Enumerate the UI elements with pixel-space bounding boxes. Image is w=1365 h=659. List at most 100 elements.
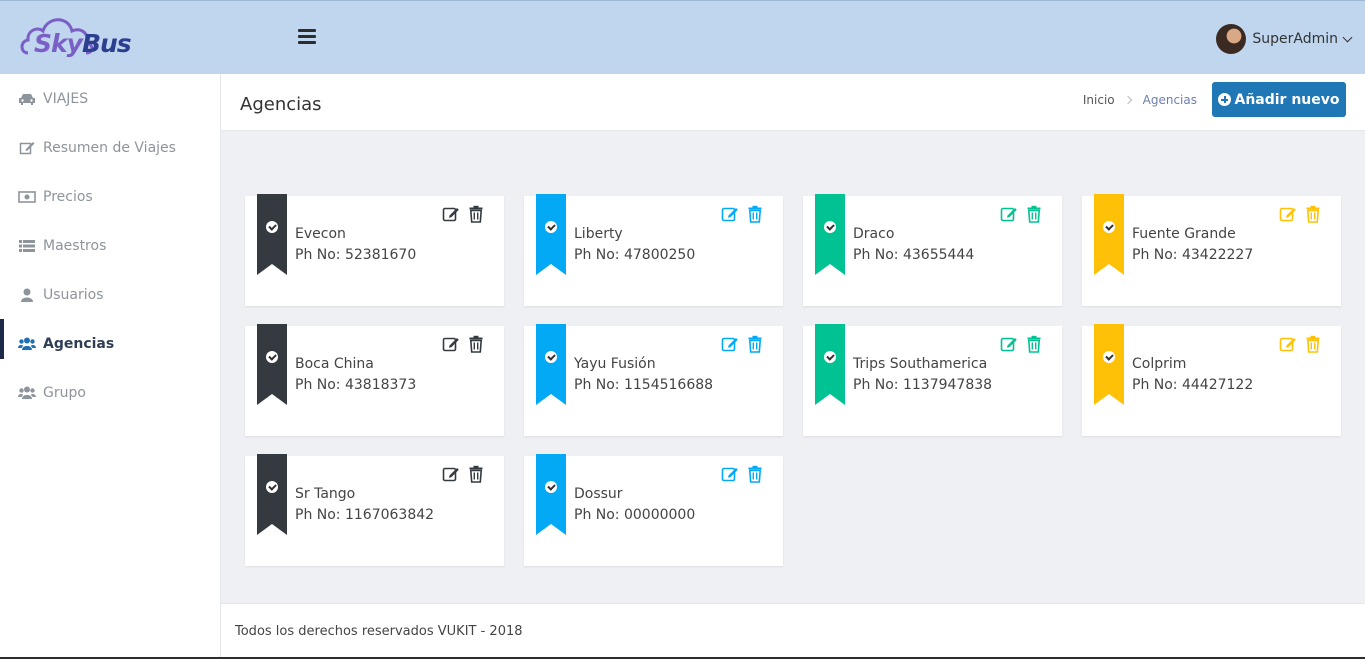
card-actions (1279, 335, 1329, 353)
chevron-down-icon (1342, 32, 1353, 42)
cloud-logo-icon (20, 18, 94, 55)
sidebar: VIAJES Resumen de Viajes Precios Maestro… (0, 74, 221, 659)
trash-icon[interactable] (467, 205, 485, 223)
add-new-label: Añadir nuevo (1234, 91, 1340, 108)
trash-icon[interactable] (746, 465, 764, 483)
edit-icon[interactable] (442, 205, 460, 223)
agency-phone: Ph No: 1167063842 (295, 507, 435, 523)
trash-icon[interactable] (746, 335, 764, 353)
check-circle-icon (266, 351, 278, 363)
agency-name: Fuente Grande (1132, 226, 1236, 242)
footer-text: Todos los derechos reservados VUKIT - 20… (235, 624, 523, 639)
agency-card: Fuente Grande Ph No: 43422227 (1082, 194, 1341, 306)
sidebar-item-label: Agencias (43, 335, 115, 352)
edit-icon[interactable] (442, 335, 460, 353)
edit-icon[interactable] (1279, 335, 1297, 353)
ribbon-bookmark-icon (257, 194, 287, 275)
edit-icon[interactable] (1000, 205, 1018, 223)
sidebar-item-label: Grupo (43, 384, 86, 401)
agency-phone: Ph No: 43818373 (295, 377, 417, 393)
check-circle-icon (1103, 221, 1115, 233)
ribbon-bookmark-icon (536, 194, 566, 275)
agency-card: Colprim Ph No: 44427122 (1082, 324, 1341, 436)
logo-text: SkyBus (34, 29, 132, 58)
card-actions (721, 205, 771, 223)
agency-name: Yayu Fusión (574, 356, 656, 372)
sidebar-item-viajes[interactable]: VIAJES (0, 74, 220, 123)
edit-icon[interactable] (1279, 205, 1297, 223)
card-actions (1279, 205, 1329, 223)
trash-icon[interactable] (1025, 335, 1043, 353)
card-actions (1000, 205, 1050, 223)
trash-icon[interactable] (1025, 205, 1043, 223)
edit-icon[interactable] (721, 205, 739, 223)
agency-card: Trips Southamerica Ph No: 1137947838 (803, 324, 1062, 436)
agency-phone: Ph No: 43655444 (853, 247, 975, 263)
ribbon-bookmark-icon (257, 454, 287, 535)
sidebar-item-label: VIAJES (43, 90, 89, 107)
agency-card: Sr Tango Ph No: 1167063842 (245, 454, 504, 566)
add-new-button[interactable]: Añadir nuevo (1212, 82, 1346, 117)
sidebar-item-usuarios[interactable]: Usuarios (0, 270, 220, 319)
ribbon-bookmark-icon (815, 194, 845, 275)
ribbon-bookmark-icon (257, 324, 287, 405)
agency-name: Draco (853, 226, 895, 242)
user-name: SuperAdmin (1252, 31, 1338, 47)
edit-icon[interactable] (721, 335, 739, 353)
card-actions (442, 465, 492, 483)
check-circle-icon (545, 481, 557, 493)
edit-icon[interactable] (1000, 335, 1018, 353)
page-title: Agencias (240, 94, 322, 115)
check-circle-icon (545, 351, 557, 363)
edit-icon[interactable] (442, 465, 460, 483)
sidebar-item-resumen[interactable]: Resumen de Viajes (0, 123, 220, 172)
bottom-border (0, 657, 1365, 659)
card-actions (721, 335, 771, 353)
agency-phone: Ph No: 43422227 (1132, 247, 1254, 263)
card-actions (442, 335, 492, 353)
agency-name: Liberty (574, 226, 623, 242)
user-icon (18, 287, 36, 303)
ribbon-bookmark-icon (815, 324, 845, 405)
skybus-logo[interactable]: SkyBus (20, 9, 142, 65)
plus-circle-icon (1218, 93, 1232, 106)
agency-card: Dossur Ph No: 00000000 (524, 454, 783, 566)
edit-icon[interactable] (721, 465, 739, 483)
trash-icon[interactable] (1304, 335, 1322, 353)
agency-phone: Ph No: 00000000 (574, 507, 696, 523)
card-actions (721, 465, 771, 483)
breadcrumb-home[interactable]: Inicio (1082, 93, 1115, 107)
trash-icon[interactable] (467, 465, 485, 483)
agency-phone: Ph No: 44427122 (1132, 377, 1254, 393)
check-circle-icon (266, 221, 278, 233)
hamburger-icon[interactable] (298, 29, 316, 45)
users-icon (18, 336, 36, 352)
sidebar-item-label: Precios (43, 188, 93, 205)
users-icon (18, 385, 36, 401)
sidebar-item-maestros[interactable]: Maestros (0, 221, 220, 270)
check-circle-icon (1103, 351, 1115, 363)
card-actions (442, 205, 492, 223)
sidebar-item-precios[interactable]: Precios (0, 172, 220, 221)
agency-card: Yayu Fusión Ph No: 1154516688 (524, 324, 783, 436)
sidebar-item-grupo[interactable]: Grupo (0, 368, 220, 417)
logo-bus: Bus (81, 29, 132, 58)
trash-icon[interactable] (467, 335, 485, 353)
agency-phone: Ph No: 1137947838 (853, 377, 993, 393)
agency-card: Liberty Ph No: 47800250 (524, 194, 783, 306)
agency-phone: Ph No: 47800250 (574, 247, 696, 263)
user-menu[interactable]: SuperAdmin (1216, 23, 1353, 55)
sidebar-item-label: Resumen de Viajes (43, 139, 176, 156)
agency-card: Boca China Ph No: 43818373 (245, 324, 504, 436)
agency-card: Draco Ph No: 43655444 (803, 194, 1062, 306)
check-circle-icon (545, 221, 557, 233)
breadcrumb: Inicio Agencias (1083, 93, 1197, 107)
check-circle-icon (824, 221, 836, 233)
trash-icon[interactable] (1304, 205, 1322, 223)
trash-icon[interactable] (746, 205, 764, 223)
sidebar-item-agencias[interactable]: Agencias (0, 319, 220, 368)
content-header: Agencias Inicio Agencias Añadir nuevo (221, 74, 1365, 131)
agency-name: Trips Southamerica (853, 356, 988, 372)
list-icon (18, 238, 36, 254)
ribbon-bookmark-icon (536, 454, 566, 535)
